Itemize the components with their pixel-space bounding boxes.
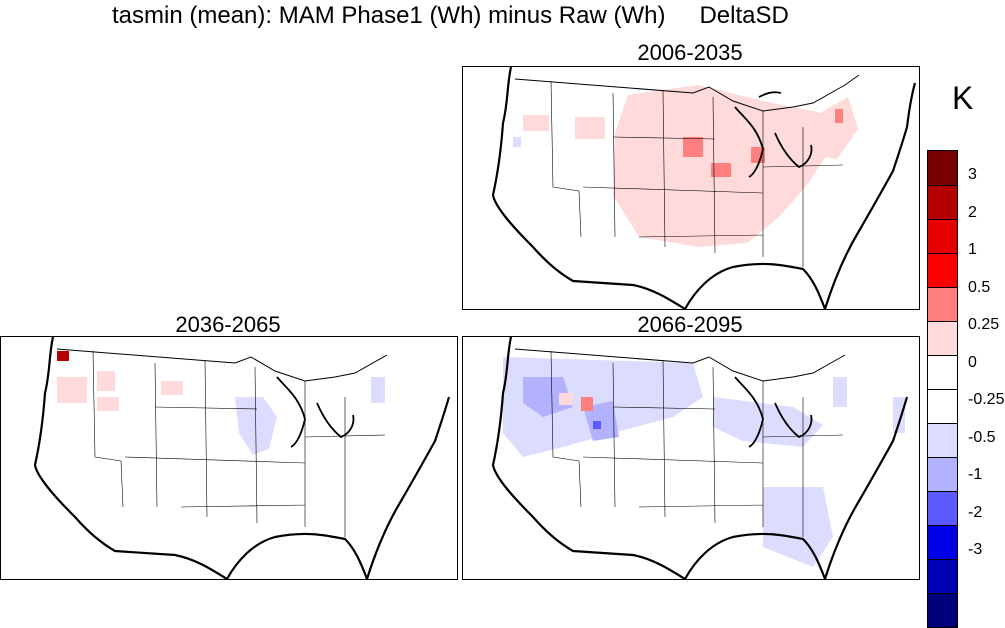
colorbar [927,150,958,628]
colorbar-box [928,219,957,253]
anomaly-shading [513,85,858,247]
colorbar-box [928,185,957,219]
colorbar-tick-label: 2 [968,203,977,221]
colorbar-box [928,389,957,423]
colorbar-tick-label: 0 [968,353,977,371]
colorbar-box [928,253,957,287]
colorbar-tick-label: 1 [968,241,977,258]
colorbar-box [928,491,957,525]
colorbar-box [928,287,957,321]
anomaly-shading [503,357,905,567]
title-text: tasmin (mean): MAM Phase1 (Wh) minus Raw… [112,2,666,29]
colorbar-tick-label: -0.5 [968,428,996,446]
colorbar-box [928,423,957,457]
colorbar-box [928,593,957,627]
colorbar-tick-label: -0.25 [968,391,1005,408]
map-boundaries [491,67,917,309]
colorbar-tick-label: 0.5 [968,278,991,296]
colorbar-box [928,457,957,491]
units-label: K [952,80,974,116]
colorbar-tick-label: -2 [968,503,983,521]
map-panel-2006-2035 [462,66,920,310]
map-boundaries [491,337,909,579]
panel-title-2006-2035: 2006-2035 [637,40,743,65]
panel-title-2036-2065: 2036-2065 [175,312,281,337]
map-canvas-2036-2065 [33,337,451,579]
panel-title-2066-2095: 2066-2095 [637,312,743,337]
colorbar-tick-label: -3 [968,541,983,558]
model-label: DeltaSD [699,2,789,29]
map-canvas-2006-2035 [491,67,917,309]
anomaly-shading [57,351,385,455]
map-boundaries [33,337,451,579]
colorbar-box [928,525,957,559]
figure-title: tasmin (mean): MAM Phase1 (Wh) minus Raw… [112,2,789,30]
colorbar-tick-label: 0.25 [968,316,1000,333]
colorbar-box [928,559,957,593]
colorbar-box [928,151,957,185]
colorbar-box [928,321,957,355]
colorbar-box [928,355,957,389]
map-canvas-2066-2095 [491,337,909,579]
colorbar-tick-label: -1 [968,466,983,483]
map-panel-2066-2095 [462,336,920,580]
map-panel-2036-2065 [0,336,458,580]
colorbar-tick-label: 3 [968,166,977,183]
